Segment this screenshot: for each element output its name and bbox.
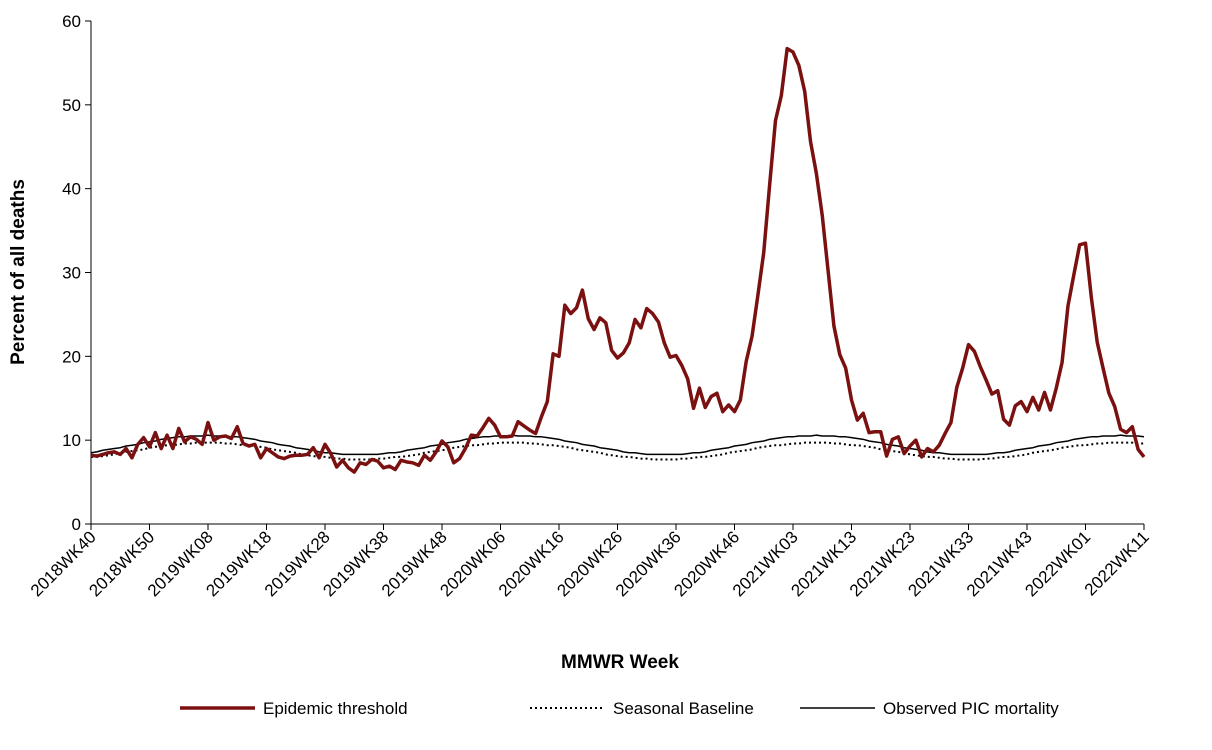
legend-item: Observed PIC mortality: [800, 699, 1059, 718]
y-axis-title: Percent of all deaths: [8, 179, 29, 365]
y-tick-label: 30: [62, 264, 81, 283]
x-axis-title: MMWR Week: [561, 652, 679, 673]
legend-label: Observed PIC mortality: [883, 699, 1059, 718]
legend-item: Epidemic threshold: [180, 699, 408, 718]
series-line: [91, 441, 1144, 461]
y-tick-label: 50: [62, 96, 81, 115]
y-tick-label: 40: [62, 180, 81, 199]
y-tick-label: 20: [62, 347, 81, 366]
legend-label: Seasonal Baseline: [613, 699, 754, 718]
y-tick-label: 0: [72, 515, 81, 534]
series-line: [90, 46, 1146, 474]
y-tick-label: 60: [62, 12, 81, 31]
series-line: [90, 434, 1145, 456]
legend-label: Epidemic threshold: [263, 699, 408, 718]
y-tick-label: 10: [62, 431, 81, 450]
legend-item: Seasonal Baseline: [530, 699, 754, 718]
